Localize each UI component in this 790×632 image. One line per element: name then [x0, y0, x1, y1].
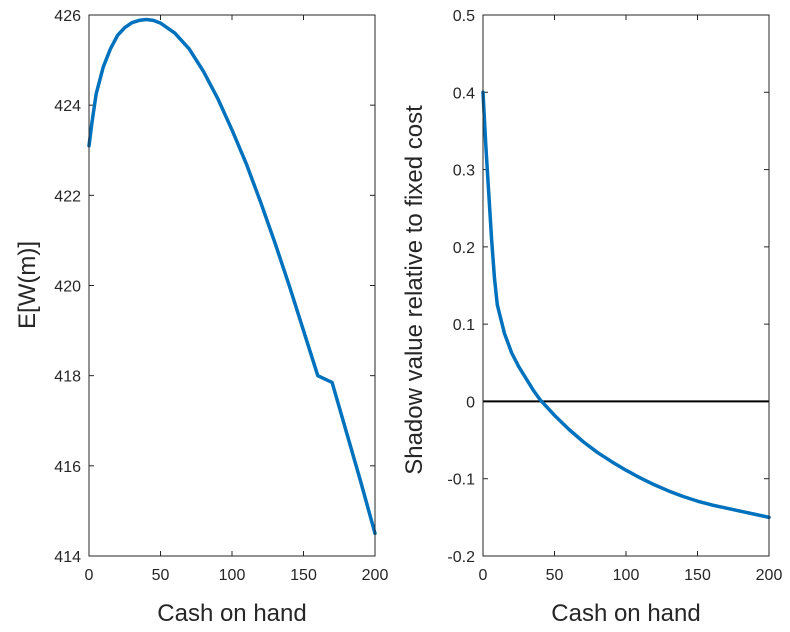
left-y-tick-label: 420 [54, 279, 81, 296]
left-y-tick-label: 426 [54, 8, 81, 25]
right-y-axis-label: Shadow value relative to fixed cost [401, 105, 428, 475]
right-series-line [483, 92, 769, 517]
left-x-tick-label: 50 [152, 567, 170, 584]
left-x-tick-label: 0 [85, 567, 94, 584]
left-series-line [89, 20, 375, 534]
right-y-tick-label: -0.1 [447, 472, 475, 489]
right-y-tick-label: 0 [466, 394, 475, 411]
right-x-tick-label: 0 [479, 567, 488, 584]
left-x-tick-label: 200 [362, 567, 389, 584]
left-y-tick-label: 424 [54, 98, 81, 115]
right-y-tick-label: 0.5 [453, 8, 475, 25]
left-plot-marks: 0 50 100 150 200 414 416 418 420 422 424 426 [54, 8, 388, 584]
right-y-tick-label: 0.4 [453, 85, 475, 102]
left-y-tick-label: 414 [54, 549, 81, 566]
right-y-tick-label: 0.1 [453, 317, 475, 334]
right-x-tick-label: 150 [684, 567, 711, 584]
right-x-tick-label: 50 [546, 567, 564, 584]
left-x-tick-label: 100 [219, 567, 246, 584]
left-plot: 0 50 100 150 200 414 416 418 420 422 424 426 Cash o… [14, 8, 388, 627]
right-plot-frame [483, 15, 769, 556]
right-plot-marks: 0 50 100 150 200 -0.2 -0.1 0 0.1 0.2 0.3 0.4 0.5 [447, 8, 782, 584]
left-plot-frame [89, 15, 375, 556]
right-x-axis-label: Cash on hand [551, 600, 700, 627]
right-y-tick-label: -0.2 [447, 549, 475, 566]
left-x-tick-label: 150 [290, 567, 317, 584]
right-x-tick-label: 100 [613, 567, 640, 584]
left-y-tick-label: 418 [54, 369, 81, 386]
right-plot: 0 50 100 150 200 -0.2 -0.1 0 0.1 0.2 0.3 0.4 0.5 Cas… [401, 8, 782, 627]
left-x-axis-label: Cash on hand [157, 600, 306, 627]
right-x-tick-label: 200 [756, 567, 783, 584]
left-y-axis-label: E[W(m)] [14, 241, 41, 329]
right-y-tick-label: 0.3 [453, 163, 475, 180]
right-y-tick-label: 0.2 [453, 240, 475, 257]
left-y-tick-label: 422 [54, 188, 81, 205]
left-y-tick-label: 416 [54, 459, 81, 476]
